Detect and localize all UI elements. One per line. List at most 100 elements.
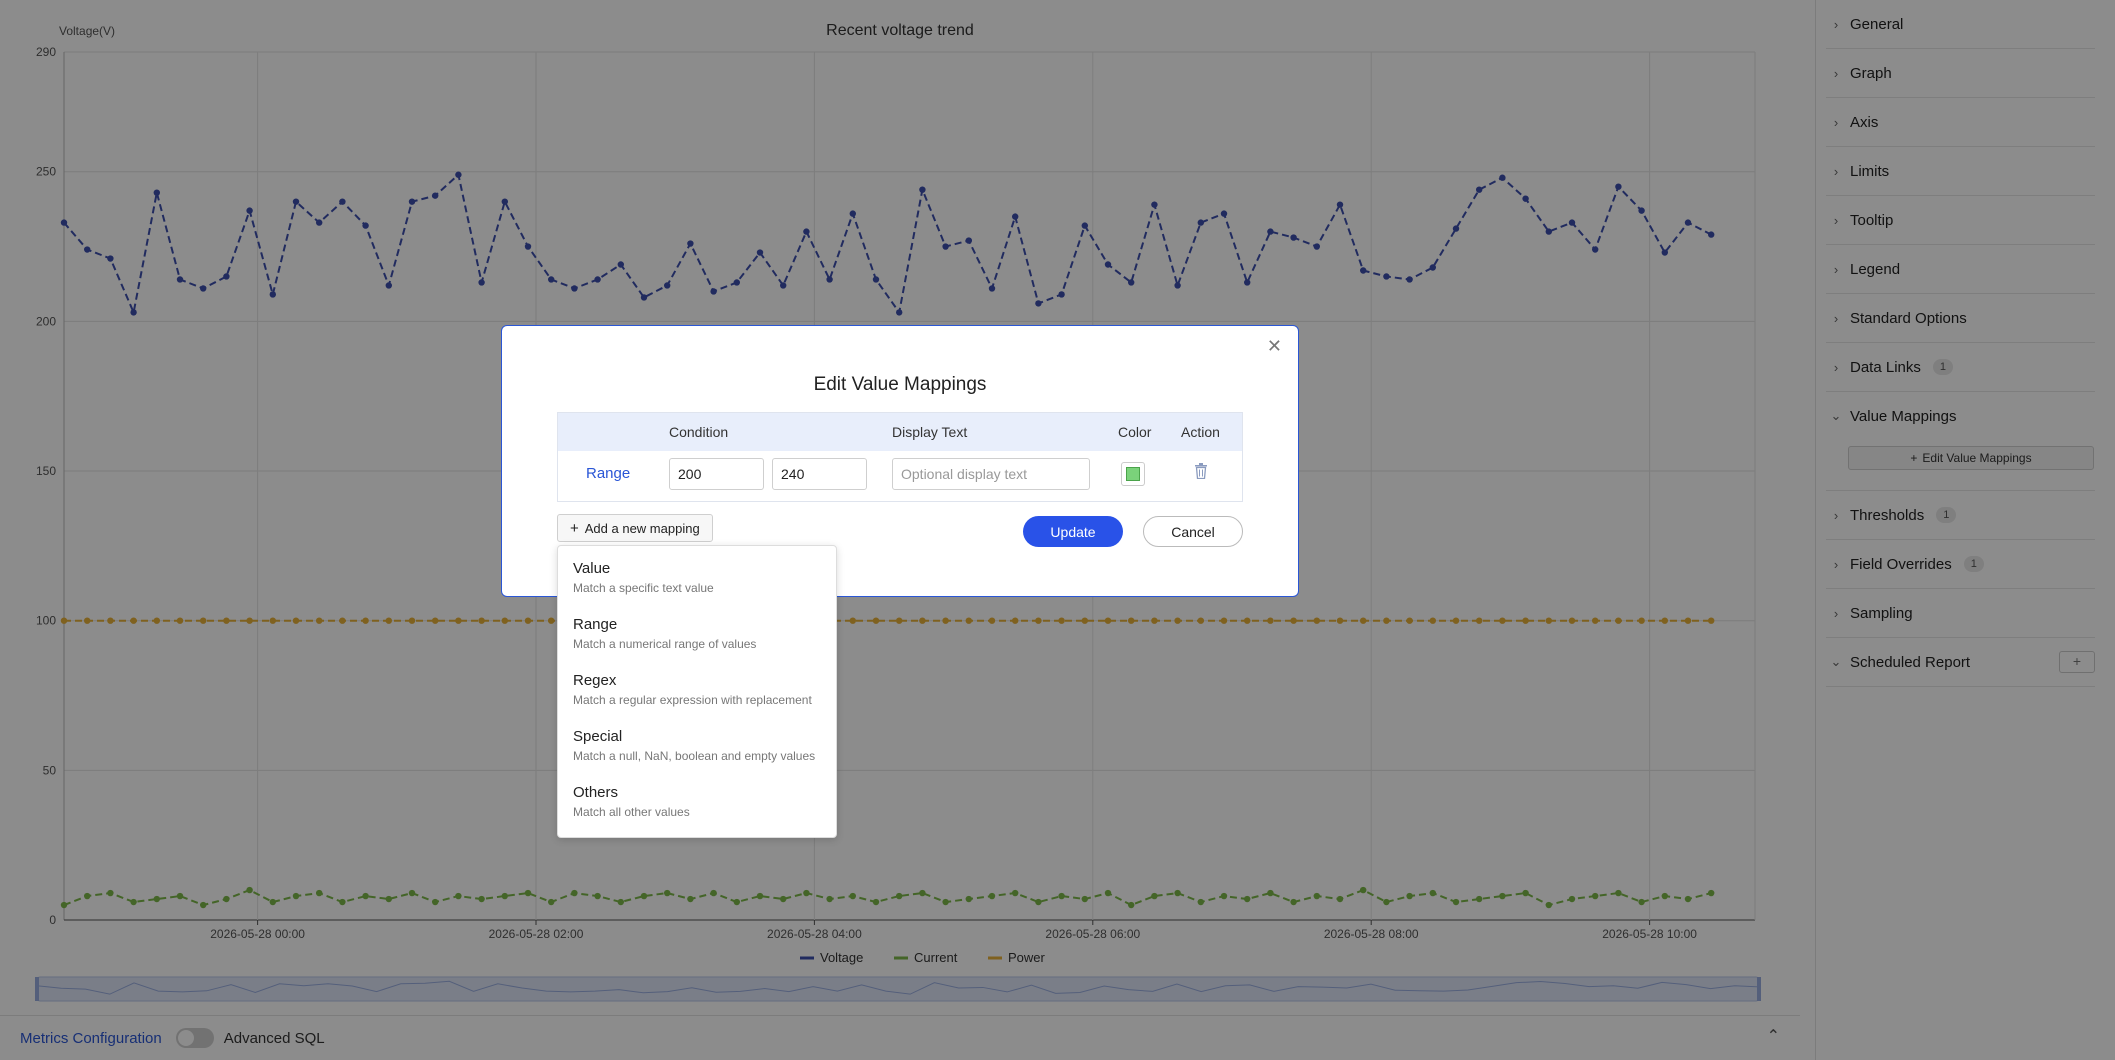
x-tick-label: 2026-05-28 00:00 bbox=[210, 927, 305, 941]
sidebar-row-tooltip[interactable]: › Tooltip bbox=[1826, 196, 2095, 245]
range-to-input[interactable]: 240 bbox=[772, 458, 867, 490]
menu-item-special[interactable]: Special Match a null, NaN, boolean and em… bbox=[558, 724, 836, 780]
data-point bbox=[594, 276, 601, 283]
data-point bbox=[362, 892, 369, 900]
color-picker[interactable] bbox=[1121, 462, 1145, 486]
sidebar-row-legend[interactable]: › Legend bbox=[1826, 245, 2095, 294]
sidebar-row-standard-options[interactable]: › Standard Options bbox=[1826, 294, 2095, 343]
data-point bbox=[1429, 617, 1437, 624]
mapping-type[interactable]: Range bbox=[586, 465, 631, 482]
data-point bbox=[780, 282, 787, 289]
data-point bbox=[1058, 617, 1065, 624]
legend-item-current[interactable]: Current bbox=[894, 950, 958, 965]
legend-item-voltage[interactable]: Voltage bbox=[800, 950, 863, 965]
data-point bbox=[478, 617, 485, 624]
advanced-sql-toggle[interactable] bbox=[175, 1028, 214, 1048]
data-point bbox=[60, 901, 68, 909]
data-point bbox=[408, 198, 416, 205]
add-mapping-button[interactable]: + Add a new mapping bbox=[557, 514, 713, 542]
add-mapping-label: Add a new mapping bbox=[584, 520, 700, 536]
chart-title: Recent voltage trend bbox=[826, 22, 974, 39]
data-point bbox=[803, 228, 810, 235]
data-point bbox=[246, 207, 253, 214]
data-point bbox=[1336, 617, 1344, 624]
chart-legend[interactable]: Voltage Current Power bbox=[800, 950, 1046, 965]
data-point bbox=[362, 617, 369, 624]
data-point bbox=[1058, 291, 1065, 298]
count-badge: 1 bbox=[1963, 556, 1984, 572]
data-point bbox=[872, 898, 880, 906]
data-point bbox=[1476, 895, 1483, 903]
data-point bbox=[1197, 219, 1205, 226]
data-point bbox=[1313, 892, 1321, 900]
column-color: Color bbox=[1118, 424, 1152, 440]
data-point bbox=[988, 617, 996, 624]
menu-item-others[interactable]: Others Match all other values bbox=[558, 780, 836, 836]
data-point bbox=[942, 898, 949, 906]
data-point bbox=[1476, 186, 1483, 193]
sidebar-row-field-overrides[interactable]: › Field Overrides 1 bbox=[1826, 540, 2095, 589]
time-range-brush[interactable] bbox=[35, 976, 1761, 1002]
brush-handle-right[interactable] bbox=[1757, 977, 1761, 1001]
metrics-configuration-tab[interactable]: Metrics Configuration bbox=[20, 1029, 162, 1047]
data-point bbox=[1104, 889, 1112, 897]
sidebar-item-label: Thresholds bbox=[1850, 506, 1925, 524]
sidebar-row-limits[interactable]: › Limits bbox=[1826, 147, 2095, 196]
y-tick-label: 290 bbox=[36, 45, 56, 59]
x-axis: 2026-05-28 00:00 2026-05-28 02:00 2026-05-… bbox=[210, 920, 1697, 941]
edit-value-mappings-button[interactable]: + Edit Value Mappings bbox=[1848, 446, 2094, 470]
data-point bbox=[339, 617, 346, 624]
count-badge: 1 bbox=[1932, 359, 1953, 375]
sidebar-row-axis[interactable]: › Axis bbox=[1826, 98, 2095, 147]
x-tick-label: 2026-05-28 10:00 bbox=[1602, 927, 1697, 941]
y-tick-label: 50 bbox=[43, 763, 57, 777]
sidebar-row-graph[interactable]: › Graph bbox=[1826, 49, 2095, 98]
options-sidebar: › General › Graph › Axis › Limits › Tooltip ›… bbox=[1815, 0, 2115, 1060]
sidebar-row-scheduled-report[interactable]: ⌄ Scheduled Report + bbox=[1826, 638, 2095, 687]
data-point bbox=[1545, 617, 1553, 624]
display-text-input[interactable]: Optional display text bbox=[892, 458, 1090, 490]
data-point bbox=[1128, 617, 1135, 624]
update-button[interactable]: Update bbox=[1023, 516, 1123, 547]
sidebar-row-thresholds[interactable]: › Thresholds 1 bbox=[1826, 491, 2095, 540]
range-from-input[interactable]: 200 bbox=[669, 458, 764, 490]
cancel-button[interactable]: Cancel bbox=[1143, 516, 1243, 547]
column-action: Action bbox=[1181, 424, 1220, 440]
data-point bbox=[1035, 617, 1042, 624]
sidebar-row-value-mappings[interactable]: ⌄ Value Mappings bbox=[1826, 392, 2095, 440]
data-point bbox=[1638, 617, 1645, 624]
data-point bbox=[849, 210, 856, 217]
data-point bbox=[1012, 213, 1019, 220]
data-point bbox=[1661, 892, 1669, 900]
brush-handle-left[interactable] bbox=[35, 977, 39, 1001]
data-point bbox=[849, 617, 856, 624]
chevron-right-icon: › bbox=[1833, 261, 1839, 277]
data-point bbox=[1615, 889, 1622, 897]
table-row: Range 200 240 Optional display text bbox=[558, 451, 1242, 501]
data-point bbox=[1220, 210, 1228, 217]
data-point bbox=[1429, 264, 1437, 271]
data-point bbox=[1290, 898, 1297, 906]
menu-item-range[interactable]: Range Match a numerical range of values bbox=[558, 612, 836, 668]
sidebar-row-data-links[interactable]: › Data Links 1 bbox=[1826, 343, 2095, 392]
data-point bbox=[1522, 617, 1529, 624]
legend-item-power[interactable]: Power bbox=[988, 950, 1046, 965]
data-point bbox=[1220, 892, 1228, 900]
trash-icon[interactable] bbox=[1194, 463, 1208, 479]
sidebar-row-general[interactable]: › General bbox=[1826, 0, 2095, 49]
menu-item-value[interactable]: Value Match a specific text value bbox=[558, 556, 836, 612]
data-point bbox=[1684, 617, 1692, 624]
data-point bbox=[1290, 234, 1297, 241]
x-tick-label: 2026-05-28 02:00 bbox=[489, 927, 584, 941]
chevron-up-icon[interactable]: ⌃ bbox=[1766, 1028, 1780, 1045]
add-scheduled-report-button[interactable]: + bbox=[2059, 651, 2095, 673]
data-point bbox=[1174, 617, 1181, 624]
data-point bbox=[223, 273, 230, 280]
data-point bbox=[432, 192, 439, 199]
chevron-down-icon: ⌄ bbox=[1830, 408, 1842, 423]
close-icon[interactable]: ✕ bbox=[1266, 336, 1282, 356]
data-point bbox=[640, 892, 648, 900]
plus-icon: + bbox=[1910, 451, 1918, 465]
sidebar-row-sampling[interactable]: › Sampling bbox=[1826, 589, 2095, 638]
menu-item-regex[interactable]: Regex Match a regular expression with rep… bbox=[558, 668, 836, 724]
